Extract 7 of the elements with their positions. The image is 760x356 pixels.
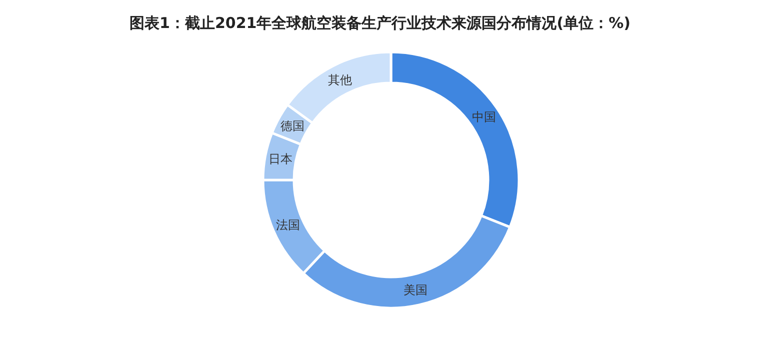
slice-label: 德国 (280, 119, 304, 134)
slice-label: 其他 (328, 72, 352, 87)
slice-label: 法国 (276, 218, 300, 232)
slice-label: 中国 (472, 110, 496, 124)
slice-label: 美国 (404, 282, 428, 297)
slice-label: 日本 (268, 152, 292, 166)
chart-title: 图表1：截止2021年全球航空装备生产行业技术来源国分布情况(单位：%) (130, 14, 630, 32)
